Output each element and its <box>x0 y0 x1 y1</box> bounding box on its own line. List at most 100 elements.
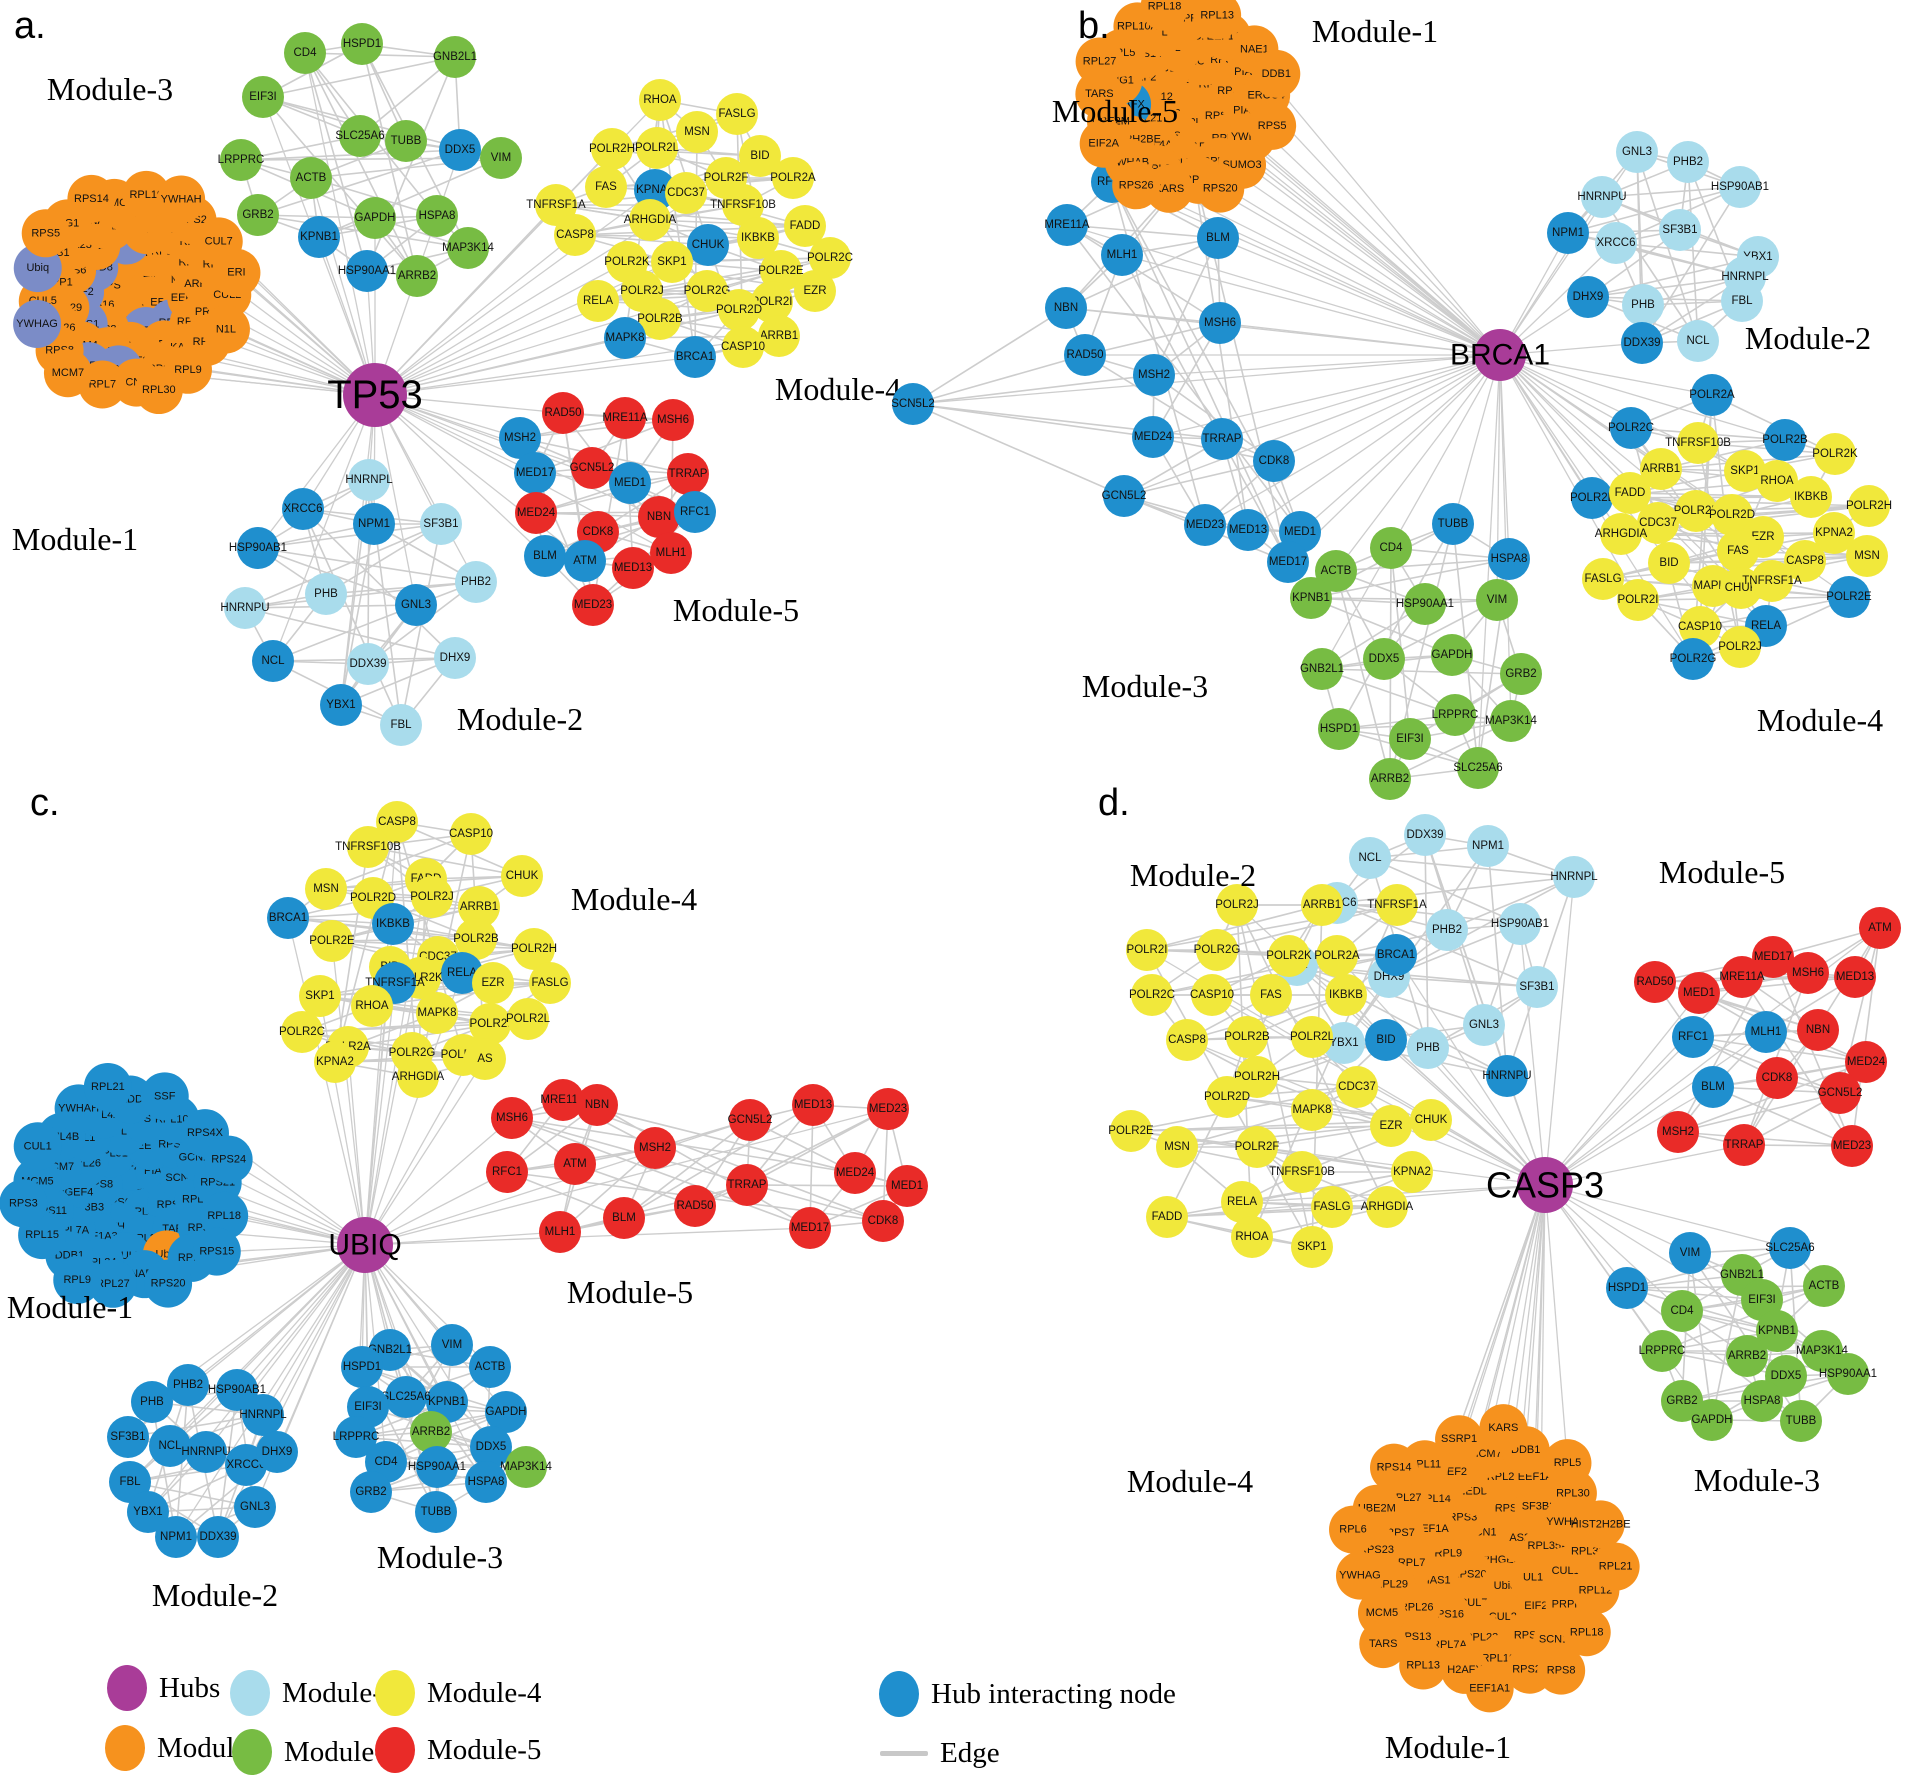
node-label: CD4 <box>293 47 317 59</box>
node-EZR: EZR <box>794 270 836 312</box>
node-label: BLM <box>1701 1081 1725 1093</box>
node-ARRB2: ARRB2 <box>410 1411 452 1453</box>
node-label: N1L <box>216 323 236 335</box>
node-label: MSH6 <box>657 414 689 426</box>
node-label: EIF3I <box>1396 733 1423 745</box>
node-label: ARHGDIA <box>392 1071 445 1083</box>
node-label: CDC37 <box>1338 1081 1376 1093</box>
node-label: MSH6 <box>1204 317 1236 329</box>
edge <box>1198 180 1500 355</box>
node-label: POLR2G <box>1670 653 1717 665</box>
node-CASP8: CASP8 <box>1166 1019 1208 1061</box>
node-GRB2: GRB2 <box>237 194 279 236</box>
node-GNL3: GNL3 <box>395 584 437 626</box>
module-label-module-4: Module-4 <box>1127 1463 1253 1499</box>
node-label: RHOA <box>1760 475 1794 487</box>
node-DHX9: DHX9 <box>1567 276 1609 318</box>
node-label: RFC1 <box>492 1166 522 1178</box>
node-CDK8: CDK8 <box>862 1200 904 1242</box>
node-label: MRE11A <box>1719 971 1764 983</box>
node-label: GNB2L1 <box>1720 1269 1764 1281</box>
node-label: HNRNPU <box>220 602 269 614</box>
node-BLM: BLM <box>603 1197 645 1239</box>
node-FADD: FADD <box>1146 1196 1188 1238</box>
node-label: MED24 <box>1134 431 1173 443</box>
node-label: SLC25A6 <box>335 130 384 142</box>
node-label: SKP1 <box>1297 1241 1326 1253</box>
node-label: POLR2J <box>1215 899 1258 911</box>
node-CDC37: CDC37 <box>1336 1066 1378 1108</box>
edge <box>1124 461 1274 496</box>
node-HNRNPU: HNRNPU <box>220 587 269 629</box>
node-label: MSH6 <box>1792 967 1824 979</box>
node-label: ARRB2 <box>1371 773 1409 785</box>
module-label-module-1: Module-1 <box>7 1289 133 1325</box>
node-RHOA: RHOA <box>351 985 393 1027</box>
node-label: POLR2E <box>1826 591 1872 603</box>
node-DDX39: DDX39 <box>197 1516 239 1558</box>
module-label-module-1: Module-1 <box>1385 1729 1511 1765</box>
panel-letter-a: a. <box>14 5 46 47</box>
node-label: UL1 <box>1523 1572 1543 1584</box>
node-label: KPNA2 <box>1815 527 1853 539</box>
node-BLM: BLM <box>524 535 566 577</box>
node-label: POLR2C <box>1129 989 1175 1001</box>
node-label: KPNB1 <box>1758 1325 1796 1337</box>
node-label: HNRNPL <box>345 474 393 486</box>
node-FBL: FBL <box>1721 280 1763 322</box>
node-label: SLC25A6 <box>1765 1242 1814 1254</box>
node-label: MSN <box>313 883 339 895</box>
node-MED23: MED23 <box>572 584 614 626</box>
node-label: DHX9 <box>1573 291 1604 303</box>
node-MED1: MED1 <box>886 1165 928 1207</box>
node-MED23: MED23 <box>1184 504 1226 546</box>
node-label: POLR2C <box>1608 422 1654 434</box>
node-label: PHB2 <box>1432 924 1462 936</box>
node-label: MED17 <box>1754 951 1792 963</box>
node-label: XRCC6 <box>284 503 323 515</box>
node-label: ARRB1 <box>460 901 498 913</box>
node-label: RFC1 <box>680 506 710 518</box>
node-label: RPS3 <box>9 1197 38 1209</box>
node-label: LRPPRC <box>1639 1345 1686 1357</box>
node-label: POLR2K <box>1266 950 1312 962</box>
node-label: MAPK8 <box>606 332 645 344</box>
module-label-module-5: Module-5 <box>567 1274 693 1310</box>
node-HNRNPL: HNRNPL <box>1550 856 1598 898</box>
node-label: HSP90AA1 <box>408 1461 466 1473</box>
node-label: RPL9 <box>63 1274 91 1286</box>
node-ATM: ATM <box>1859 907 1901 949</box>
edge <box>1545 877 1574 1185</box>
node-ERI: ERI <box>212 249 260 297</box>
node-RPL21: RPL21 <box>84 1063 132 1111</box>
node-label: NCL <box>158 1440 182 1452</box>
node-label: MED23 <box>1186 519 1224 531</box>
node-label: KPNA2 <box>1393 1166 1431 1178</box>
node-label: TUBB <box>1786 1415 1817 1427</box>
edge <box>1248 355 1500 530</box>
node-label: NCL <box>1686 335 1710 347</box>
node-label: CHUK <box>692 239 725 251</box>
node-label: RPS4X <box>187 1127 224 1139</box>
node-NBN: NBN <box>638 496 680 538</box>
node-label: CASP8 <box>378 816 416 828</box>
module-label-module-5: Module-5 <box>1052 93 1178 129</box>
node-label: MED1 <box>1284 526 1316 538</box>
node-label: TRRAP <box>669 468 708 480</box>
node-PHB: PHB <box>305 573 347 615</box>
node-SLC25A6: SLC25A6 <box>1765 1227 1814 1269</box>
node-HSPA8: HSPA8 <box>1488 538 1530 580</box>
node-label: POLR2F <box>1235 1141 1280 1153</box>
node-NBN: NBN <box>1045 287 1087 329</box>
node-HNRNPU: HNRNPU <box>1482 1055 1531 1097</box>
node-label: CASP10 <box>1678 621 1722 633</box>
node-label: POLR2E <box>309 935 355 947</box>
node-KPNA2: KPNA2 <box>1391 1151 1433 1193</box>
node-label: DHX9 <box>262 1446 293 1458</box>
node-label: NBN <box>1054 302 1078 314</box>
node-label: ARRB1 <box>1642 463 1680 475</box>
node-GAPDH: GAPDH <box>1431 634 1473 676</box>
node-label: GNB2L1 <box>1300 663 1344 675</box>
node-label: TNFRSF1A <box>526 199 586 211</box>
